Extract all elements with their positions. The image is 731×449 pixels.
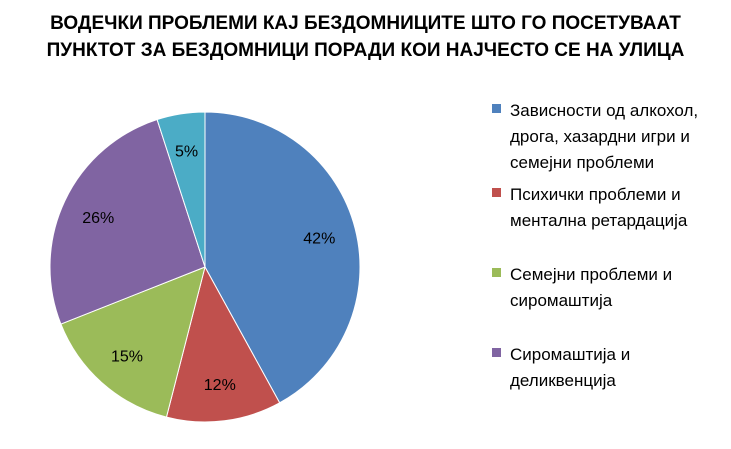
legend-swatch [492,104,501,113]
legend-item: Семејни проблеми и сиромаштија [492,262,728,314]
legend-label-line: дрога, хазардни игри и [510,127,690,146]
legend-label-line: деликвенција [510,371,616,390]
pie-slice-label: 15% [111,349,143,366]
legend-item: Зависности од алкохол, дрога, хазардни иг… [492,98,728,176]
pie-slices [49,111,361,423]
legend-swatch [492,348,501,357]
legend-label-line: Зависности од алкохол, [510,101,699,120]
legend-swatch [492,188,501,197]
legend-item: Сиромаштија и деликвенција [492,342,728,394]
legend-label-line: Сиромаштија и [510,345,631,364]
pie-slice [204,111,361,404]
legend-label-line: семејни проблеми [510,153,655,172]
pie-slice-label: 42% [303,231,335,248]
pie-slice [156,111,206,268]
pie-slice [49,118,206,325]
pie-slice-label: 26% [82,210,114,227]
pie-slice-labels: 42% 12% 15% 26% 5% [82,143,335,394]
pie-slice [60,266,206,418]
chart-title: ВОДЕЧКИ ПРОБЛЕМИ КАЈ БЕЗДОМНИЦИТЕ ШТО ГО… [0,10,731,64]
legend-label: Зависности од алкохол, дрога, хазардни иг… [510,98,698,176]
pie-slice-label: 5% [175,143,198,160]
chart-title-line-2: ПУНКТОТ ЗА БЕЗДОМНИЦИ ПОРАДИ КОИ НАЈЧЕСТ… [46,40,685,61]
legend-item: Психички проблеми и ментална ретардација [492,182,728,234]
legend-label-line: Семејни проблеми и [510,265,673,284]
legend-label-line: Психички проблеми и [510,185,681,204]
legend-label: Психички проблеми и ментална ретардација [510,182,687,234]
legend-swatch [492,268,501,277]
legend-label: Семејни проблеми и сиромаштија [510,262,672,314]
legend-label-line: ментална ретардација [510,211,688,230]
pie-slice-label: 12% [204,377,236,394]
chart-title-line-1: ВОДЕЧКИ ПРОБЛЕМИ КАЈ БЕЗДОМНИЦИТЕ ШТО ГО… [50,13,681,34]
legend-label-line: сиромаштија [510,291,613,310]
legend-label: Сиромаштија и деликвенција [510,342,630,394]
pie-slice [165,265,281,423]
